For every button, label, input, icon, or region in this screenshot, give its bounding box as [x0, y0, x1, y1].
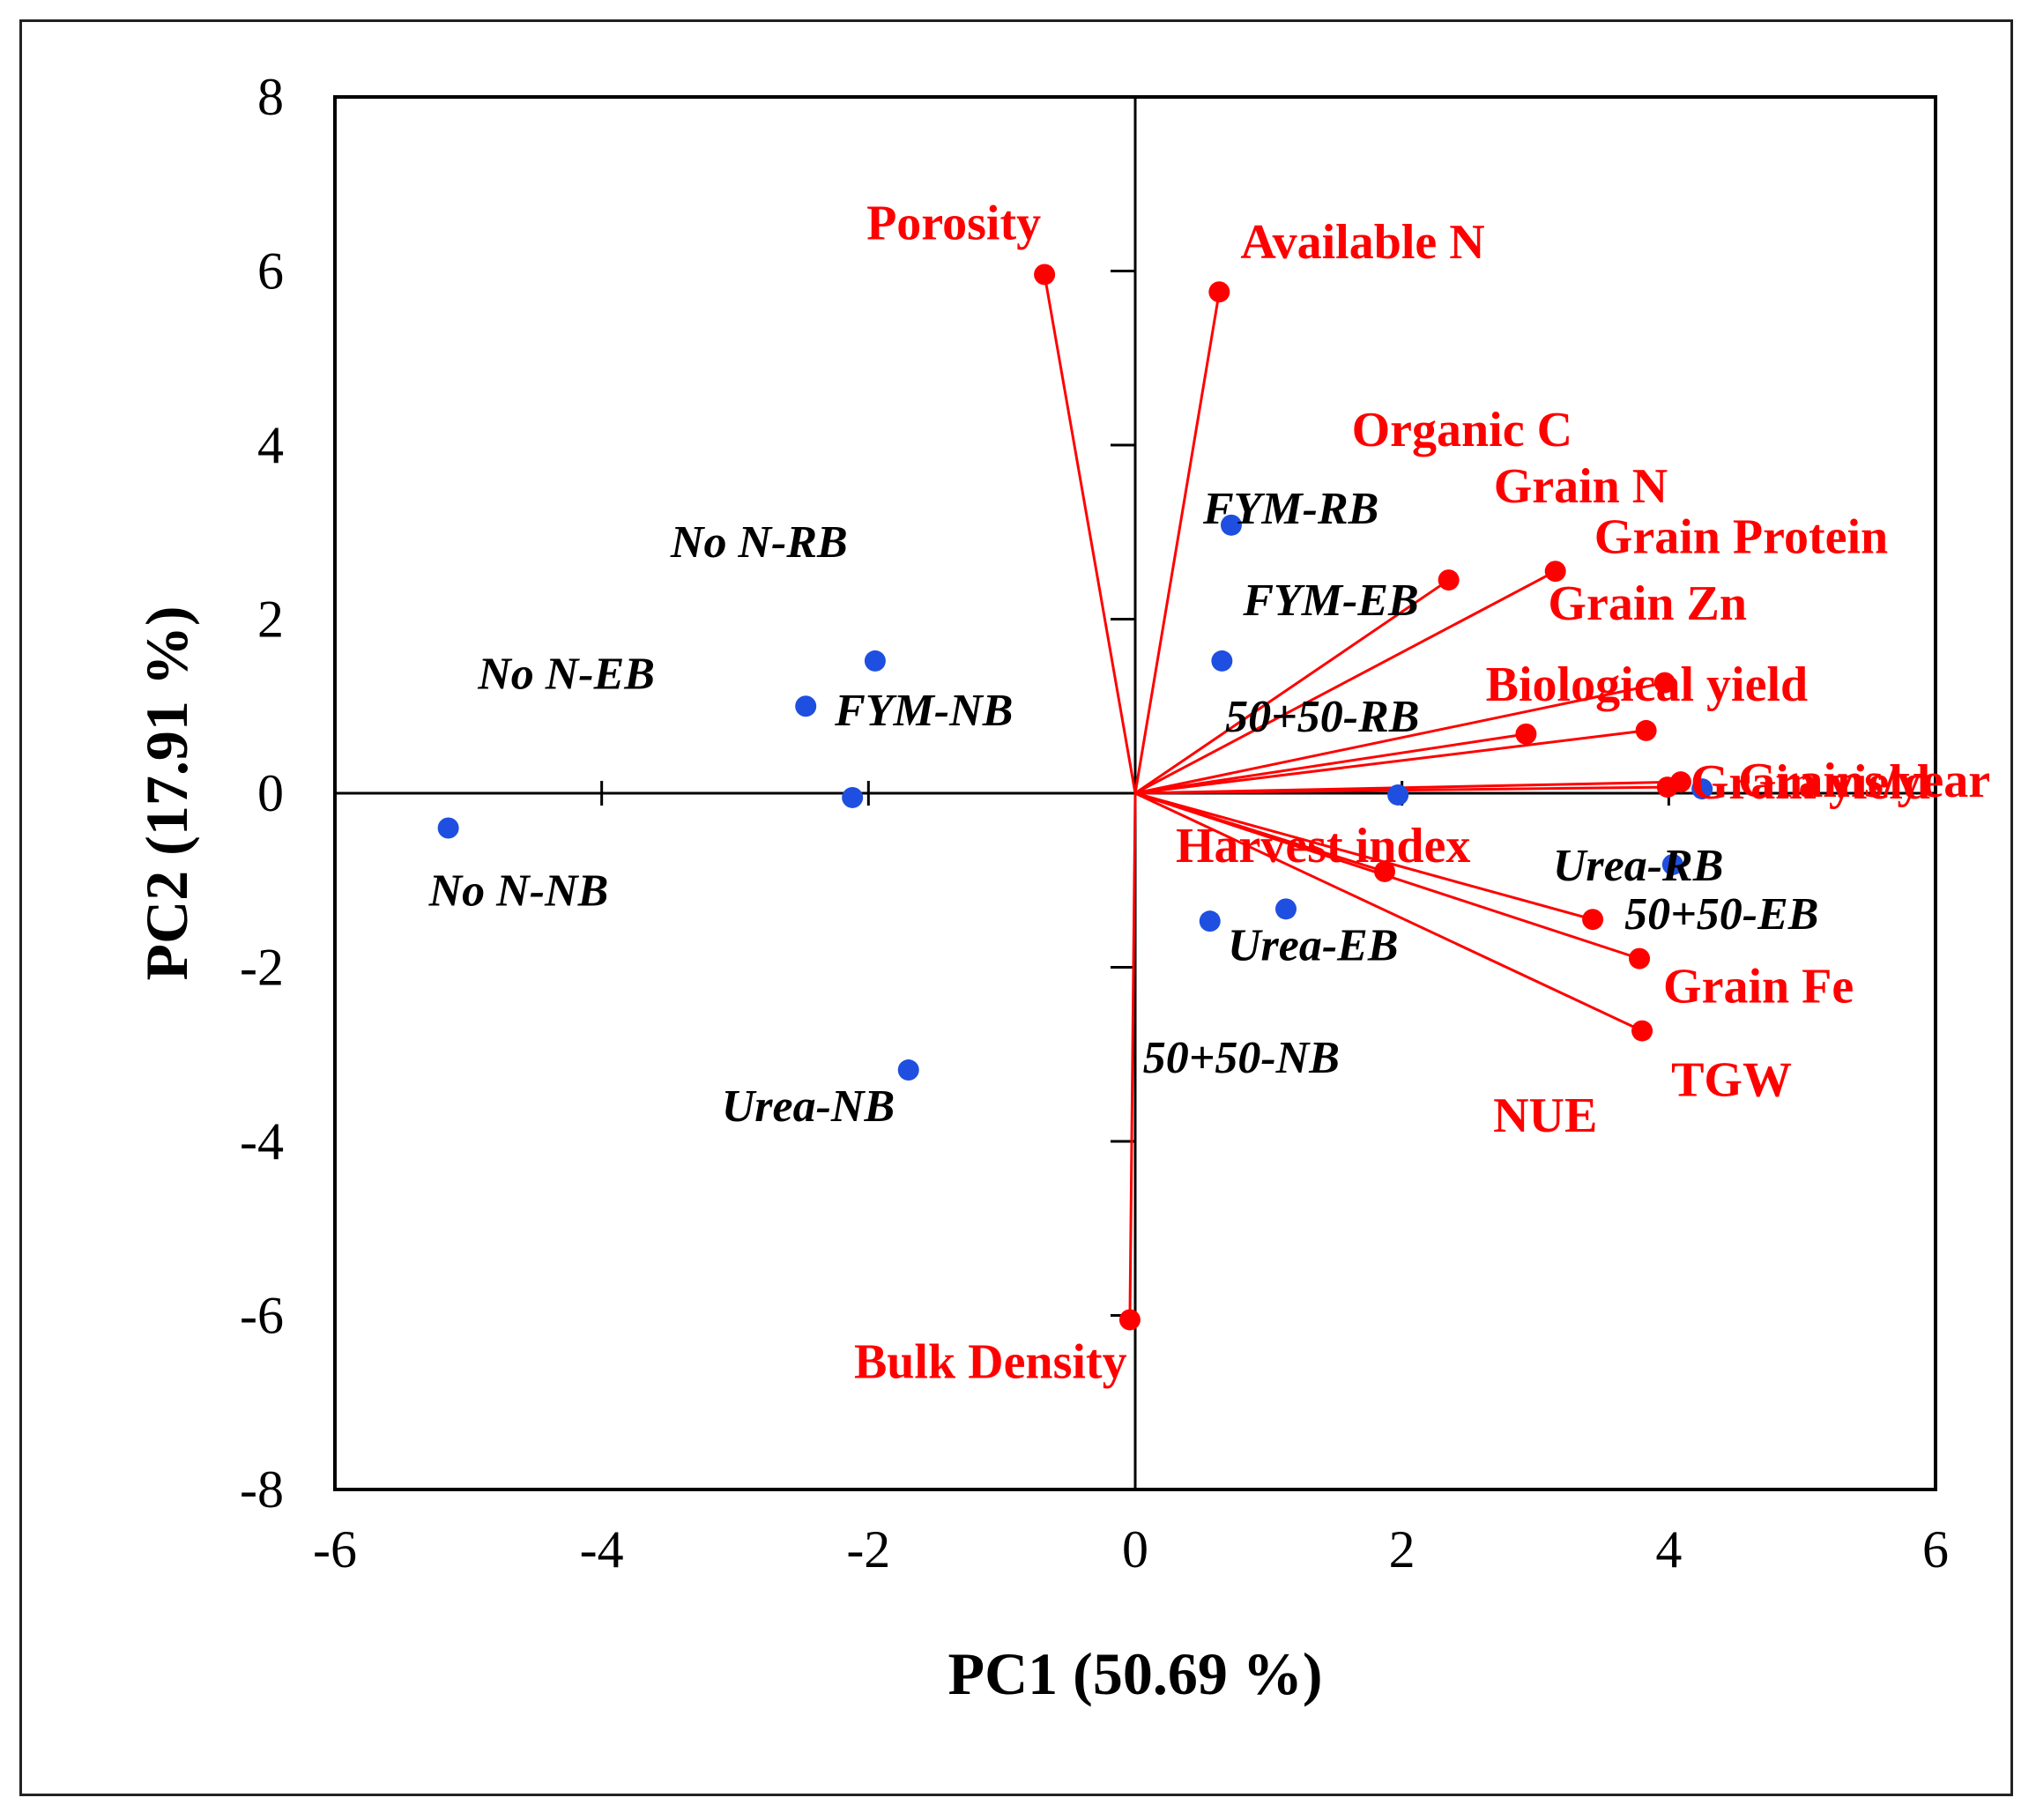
score-point: [1387, 784, 1409, 806]
loading-point: [1635, 719, 1657, 741]
y-tick-label: -8: [240, 1460, 284, 1519]
loading-point: [1438, 569, 1460, 591]
loading-vector: [1134, 569, 1557, 795]
loading-vector: [1134, 732, 1527, 795]
loading-label: Bulk Density: [854, 1334, 1127, 1389]
x-tick-label: -6: [313, 1520, 357, 1579]
loading-vector: [1134, 681, 1666, 795]
score-label: Urea-NB: [722, 1081, 895, 1132]
loading-label: Grain Protein: [1594, 510, 1888, 565]
loading-point: [1034, 264, 1056, 286]
score-label: No N-NB: [428, 866, 609, 917]
score-label: 50+50-RB: [1225, 692, 1419, 742]
score-label: 50+50-NB: [1143, 1033, 1340, 1083]
loading-label: Grain Zn: [1548, 576, 1747, 631]
loading-vector: [1134, 791, 1643, 1032]
loading-point: [1208, 281, 1230, 303]
loading-label: Harvest index: [1176, 819, 1470, 873]
loading-vector: [1134, 729, 1646, 795]
x-tick-label: -4: [580, 1520, 624, 1579]
score-point: [842, 786, 864, 808]
loading-point: [1544, 561, 1566, 583]
score-point: [1691, 778, 1713, 800]
loading-label: Grain Fe: [1663, 960, 1854, 1014]
score-point: [1661, 853, 1683, 875]
axis-ticks: -6 -4 -2 0 2 4 6 -8 -6 -4 -2 0 2 4 6 8: [240, 68, 1949, 1579]
score-point: [1211, 650, 1233, 672]
point-labels: No N-NB No N-EB No N-RB FYM-NB Urea-NB FYM-RB…: [428, 196, 1991, 1389]
x-tick-label: 0: [1122, 1520, 1148, 1579]
loading-point: [1653, 672, 1676, 694]
x-tick-label: 2: [1389, 1520, 1416, 1579]
score-point: [437, 817, 459, 839]
loading-label: Grain yield: [1690, 755, 1930, 810]
score-point: [795, 695, 817, 717]
y-tick-label: -4: [240, 1112, 284, 1170]
figure-frame: [19, 19, 2013, 1796]
y-tick-label: 6: [257, 242, 284, 301]
loading-label: Grain N: [1494, 459, 1668, 514]
score-label: 50+50-EB: [1624, 889, 1818, 940]
x-tick-label: -2: [846, 1520, 890, 1579]
loading-label: TGW: [1671, 1053, 1792, 1108]
y-tick-label: 0: [257, 764, 284, 822]
score-label: FYM-NB: [834, 686, 1013, 736]
y-tick-label: -6: [240, 1287, 284, 1345]
x-tick-label: 4: [1655, 1520, 1682, 1579]
x-tick-label: 6: [1922, 1520, 1949, 1579]
loading-label: Grains/year: [1738, 754, 1990, 808]
score-point: [897, 1059, 919, 1081]
loading-vectors: [1034, 264, 1691, 1331]
loading-point: [1631, 1020, 1653, 1042]
score-point: [1220, 514, 1242, 536]
score-label: No N-EB: [477, 649, 655, 699]
x-axis-title: PC1 (50.69 %): [948, 1640, 1323, 1707]
loading-vector: [1134, 791, 1640, 961]
score-point: [1199, 910, 1221, 932]
loading-vector: [1128, 792, 1137, 1320]
y-axis-title: PC2 (17.91 %): [133, 606, 200, 981]
score-points: [437, 514, 1713, 1081]
y-tick-label: 4: [257, 416, 284, 474]
score-label: FYM-RB: [1202, 484, 1378, 534]
loading-label: Porosity: [866, 196, 1041, 250]
loading-point: [1515, 723, 1537, 745]
score-label: FYM-EB: [1242, 576, 1418, 626]
loading-point: [1582, 909, 1604, 931]
loading-label: Biological yield: [1486, 657, 1809, 712]
loading-vector: [1134, 578, 1450, 795]
y-tick-label: 8: [257, 68, 284, 126]
score-point: [864, 650, 886, 672]
y-tick-label: 2: [257, 591, 284, 649]
score-label: Urea-RB: [1553, 841, 1724, 891]
loading-vector: [1043, 274, 1137, 794]
loading-label: Organic C: [1352, 403, 1572, 457]
score-label: Urea-EB: [1228, 920, 1399, 970]
loading-label: Available N: [1240, 215, 1484, 270]
loading-point: [1656, 776, 1678, 799]
score-label: No N-RB: [670, 517, 848, 568]
score-point: [1275, 898, 1297, 920]
loading-vector: [1133, 291, 1221, 794]
loading-vector: [1134, 791, 1594, 921]
loading-label: NUE: [1493, 1088, 1597, 1143]
loading-point: [1629, 947, 1651, 969]
y-tick-label: -2: [240, 939, 284, 997]
loading-point: [1118, 1309, 1141, 1331]
